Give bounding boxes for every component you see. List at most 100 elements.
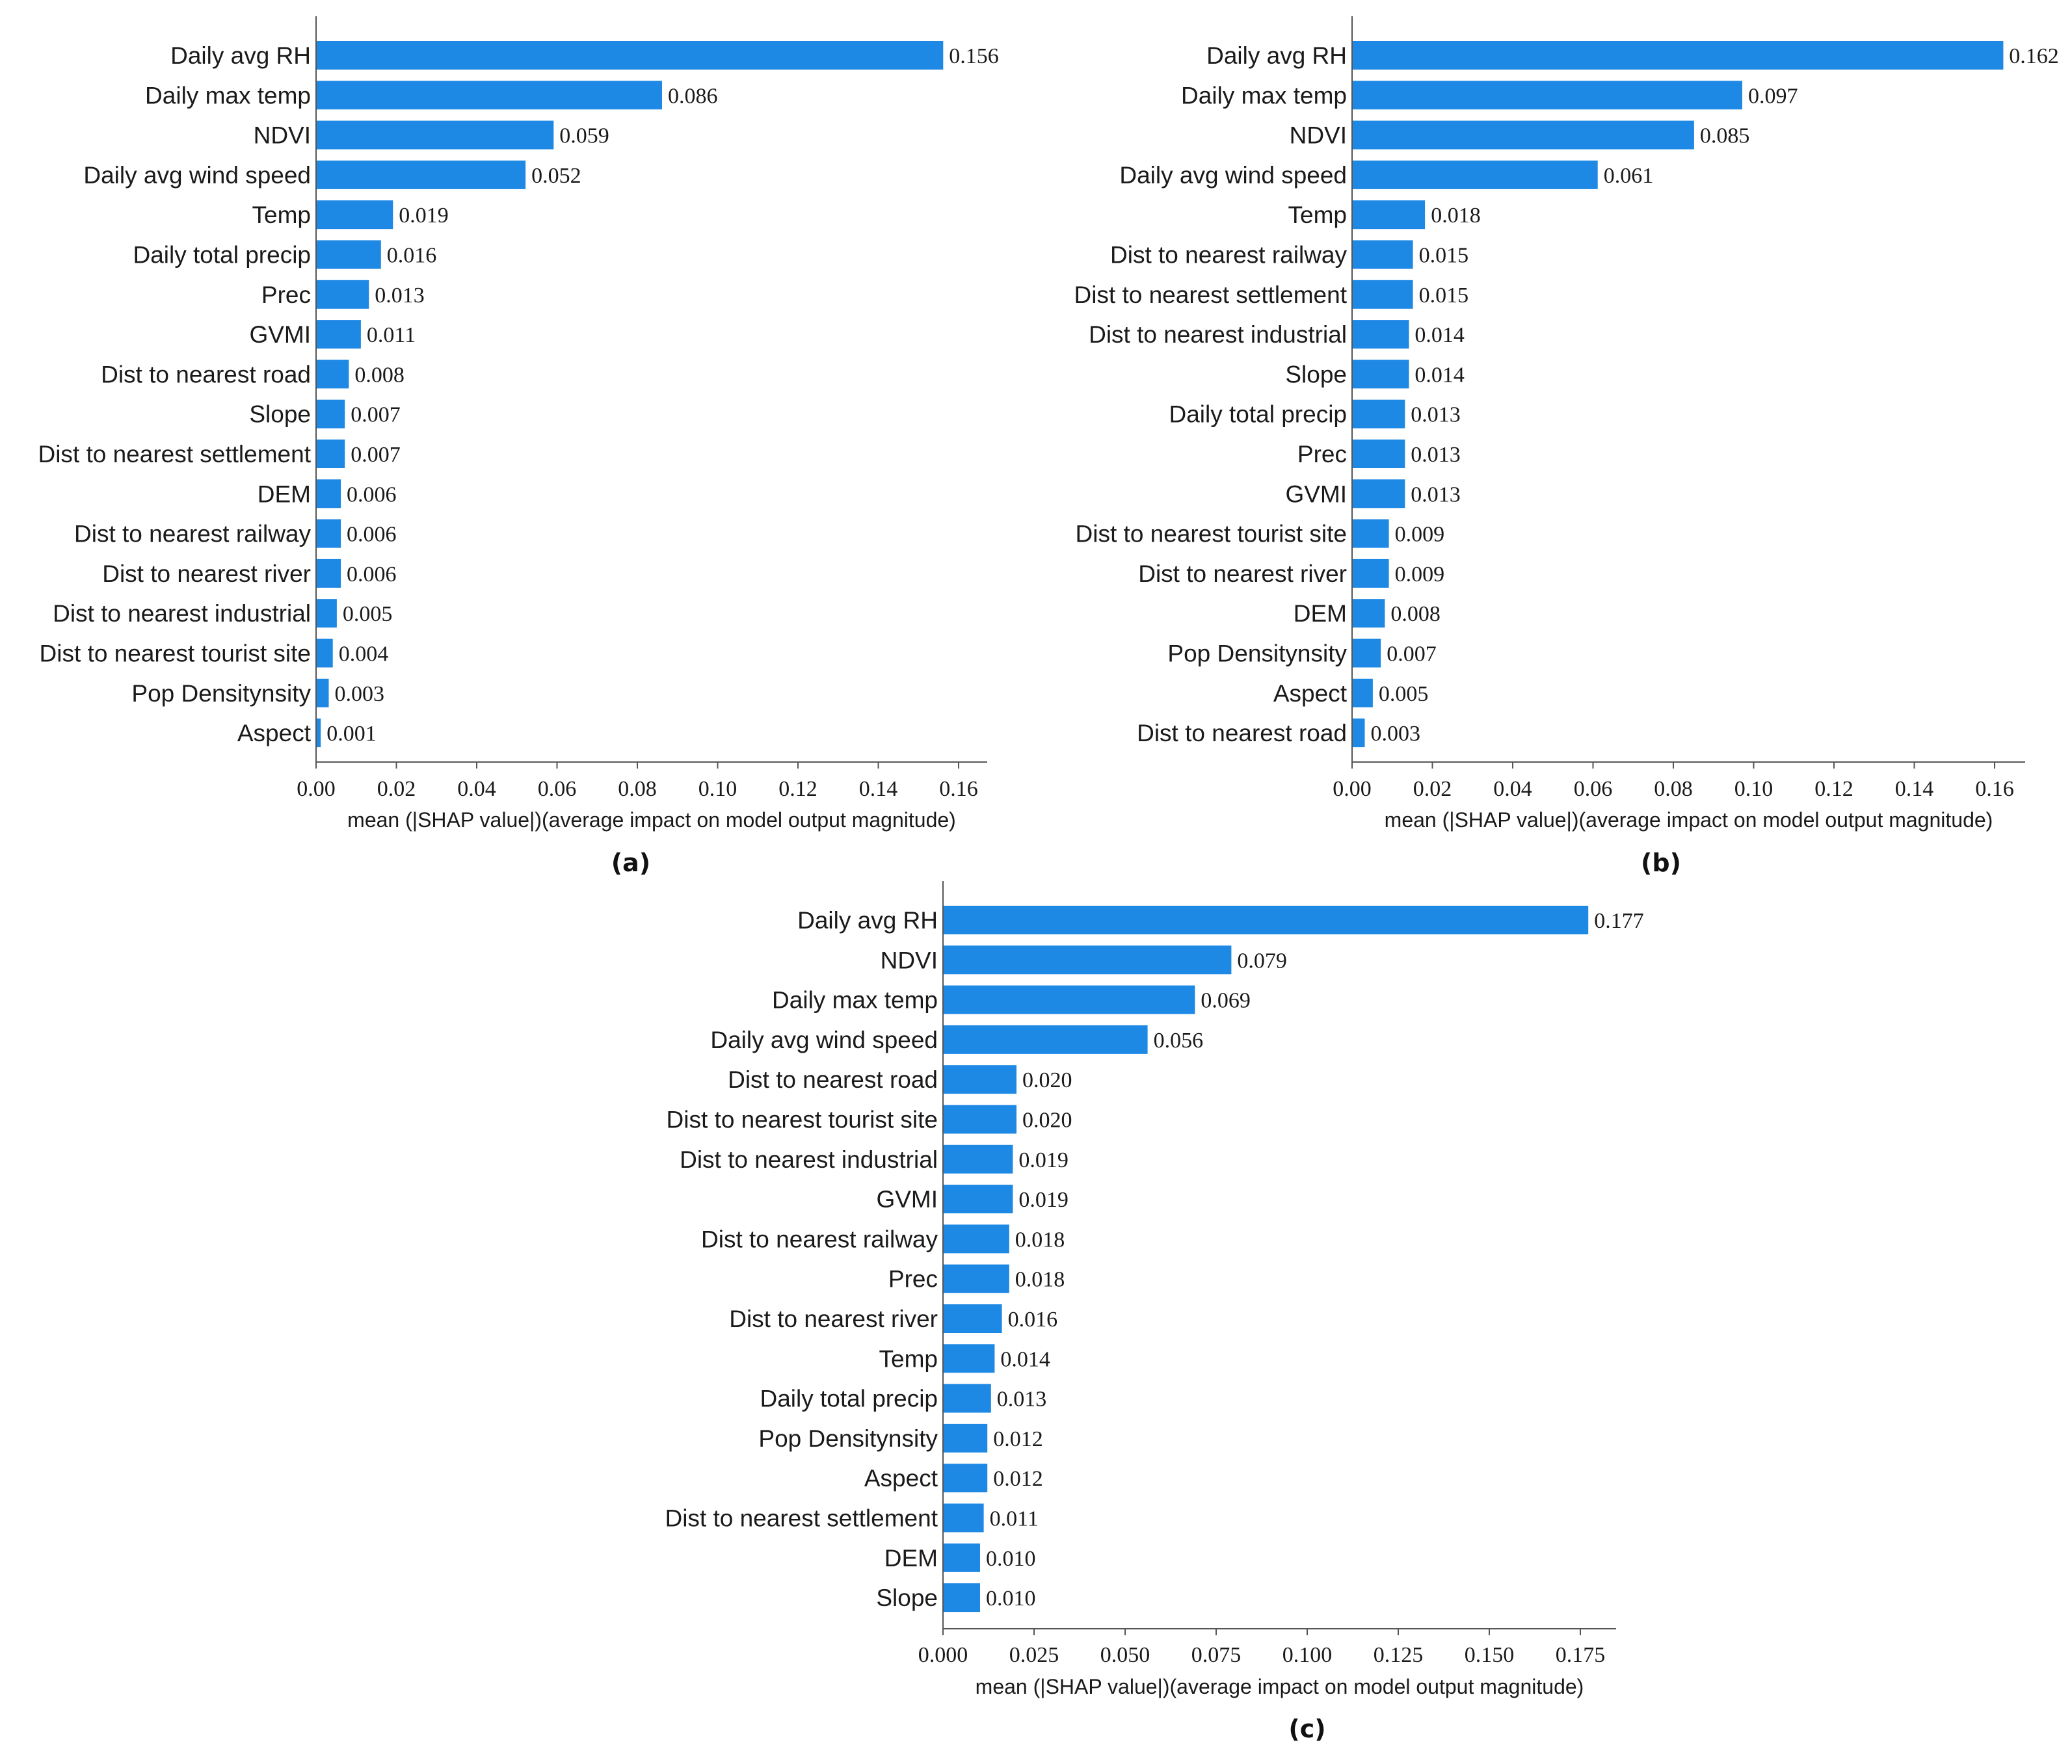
bar-14 bbox=[317, 599, 337, 628]
value-label-9: 0.018 bbox=[1015, 1268, 1065, 1292]
value-label-4: 0.020 bbox=[1022, 1068, 1072, 1092]
bar-9 bbox=[317, 399, 345, 428]
value-label-10: 0.016 bbox=[1008, 1308, 1058, 1332]
bar-10 bbox=[1353, 440, 1405, 468]
bar-3 bbox=[944, 1025, 1148, 1054]
x-tick-label-6: 0.12 bbox=[778, 777, 817, 801]
feature-label-4: Temp bbox=[252, 202, 311, 228]
bar-15 bbox=[1353, 638, 1381, 668]
value-label-15: 0.007 bbox=[1387, 642, 1437, 666]
x-tick-label-1: 0.02 bbox=[377, 777, 416, 801]
x-tick-label-2: 0.04 bbox=[457, 777, 496, 801]
x-tick-label-0: 0.00 bbox=[297, 777, 336, 801]
x-tick-label-1: 0.025 bbox=[1009, 1643, 1059, 1667]
bar-2 bbox=[1353, 120, 1694, 150]
feature-label-5: Daily total precip bbox=[133, 242, 311, 269]
bar-12 bbox=[1353, 519, 1389, 548]
value-label-8: 0.014 bbox=[1415, 363, 1465, 387]
bar-12 bbox=[944, 1384, 991, 1413]
feature-label-14: Dist to nearest industrial bbox=[53, 600, 311, 627]
x-tick-label-2: 0.050 bbox=[1100, 1643, 1150, 1667]
x-tick-label-7: 0.14 bbox=[1895, 777, 1934, 801]
value-label-16: 0.010 bbox=[986, 1547, 1036, 1571]
bar-5 bbox=[944, 1105, 1016, 1134]
value-label-0: 0.156 bbox=[949, 44, 999, 68]
x-tick-label-6: 0.12 bbox=[1814, 777, 1853, 801]
bar-10 bbox=[317, 440, 345, 468]
value-label-7: 0.011 bbox=[367, 323, 416, 347]
bar-4 bbox=[317, 200, 393, 230]
value-label-9: 0.013 bbox=[1411, 403, 1461, 427]
bar-1 bbox=[1353, 81, 1742, 110]
x-tick-label-3: 0.075 bbox=[1191, 1643, 1242, 1667]
feature-label-0: Daily avg RH bbox=[1206, 42, 1347, 69]
value-label-4: 0.018 bbox=[1431, 204, 1481, 228]
bar-13 bbox=[944, 1423, 988, 1453]
feature-label-11: GVMI bbox=[1285, 480, 1347, 507]
value-label-16: 0.005 bbox=[1379, 682, 1429, 706]
feature-label-12: Dist to nearest railway bbox=[74, 521, 311, 547]
feature-label-14: DEM bbox=[1294, 600, 1347, 627]
value-label-12: 0.009 bbox=[1395, 523, 1445, 547]
bar-6 bbox=[944, 1144, 1013, 1174]
bar-14 bbox=[1353, 599, 1385, 628]
value-label-5: 0.015 bbox=[1419, 244, 1469, 268]
bar-0 bbox=[944, 906, 1589, 934]
bar-17 bbox=[317, 718, 321, 748]
feature-label-3: Daily avg wind speed bbox=[710, 1027, 938, 1053]
panel-label: (c) bbox=[1288, 1715, 1325, 1743]
feature-label-0: Daily avg RH bbox=[797, 907, 938, 934]
feature-label-5: Dist to nearest railway bbox=[1110, 242, 1347, 269]
feature-label-15: Dist to nearest settlement bbox=[665, 1505, 938, 1532]
bar-15 bbox=[317, 638, 333, 668]
feature-label-8: Dist to nearest road bbox=[101, 361, 311, 388]
bar-13 bbox=[1353, 559, 1389, 588]
x-tick-label-8: 0.16 bbox=[1975, 777, 2014, 801]
feature-label-1: NDVI bbox=[881, 947, 938, 973]
x-tick-label-7: 0.14 bbox=[859, 777, 898, 801]
feature-label-17: Dist to nearest road bbox=[1137, 720, 1347, 746]
value-label-3: 0.056 bbox=[1154, 1029, 1204, 1053]
value-label-11: 0.014 bbox=[1000, 1347, 1050, 1371]
value-label-10: 0.013 bbox=[1411, 443, 1461, 467]
value-label-3: 0.061 bbox=[1604, 164, 1654, 188]
value-label-1: 0.079 bbox=[1237, 949, 1287, 973]
feature-label-6: Prec bbox=[261, 282, 311, 308]
x-tick-label-3: 0.06 bbox=[538, 777, 577, 801]
bar-11 bbox=[1353, 479, 1405, 508]
bar-16 bbox=[317, 678, 329, 707]
bar-7 bbox=[317, 320, 361, 349]
value-label-8: 0.008 bbox=[354, 363, 405, 387]
feature-label-6: Dist to nearest settlement bbox=[1074, 282, 1347, 308]
feature-label-16: Aspect bbox=[1273, 680, 1348, 707]
x-tick-label-5: 0.125 bbox=[1374, 1643, 1424, 1667]
bar-2 bbox=[317, 120, 554, 150]
panel-a-shap-chart: Daily avg RH 0.156 Daily max temp 0.086 NDVI… bbox=[38, 16, 999, 877]
feature-label-12: Dist to nearest tourist site bbox=[1076, 521, 1347, 547]
bar-3 bbox=[1353, 160, 1598, 189]
bar-1 bbox=[317, 81, 662, 110]
bar-5 bbox=[1353, 240, 1413, 269]
feature-label-10: Dist to nearest settlement bbox=[38, 441, 311, 467]
bar-9 bbox=[1353, 399, 1405, 428]
feature-label-3: Daily avg wind speed bbox=[1119, 162, 1347, 189]
bar-15 bbox=[944, 1503, 984, 1533]
x-axis-title: mean (|SHAP value|)(average impact on mo… bbox=[976, 1675, 1584, 1698]
value-label-10: 0.007 bbox=[351, 443, 401, 467]
value-label-15: 0.011 bbox=[990, 1507, 1039, 1531]
value-label-17: 0.001 bbox=[326, 722, 377, 746]
feature-label-16: Pop Densitynsity bbox=[131, 680, 311, 707]
value-label-2: 0.059 bbox=[559, 124, 609, 148]
bar-6 bbox=[1353, 280, 1413, 309]
value-label-11: 0.013 bbox=[1411, 482, 1461, 507]
value-label-2: 0.069 bbox=[1201, 989, 1251, 1013]
x-tick-label-8: 0.16 bbox=[939, 777, 978, 801]
value-label-6: 0.019 bbox=[1018, 1148, 1069, 1172]
value-label-11: 0.006 bbox=[347, 482, 397, 507]
bar-4 bbox=[1353, 200, 1426, 230]
bar-13 bbox=[317, 559, 341, 588]
feature-label-13: Pop Densitynsity bbox=[758, 1425, 938, 1452]
x-tick-label-4: 0.08 bbox=[618, 777, 657, 801]
feature-label-5: Dist to nearest tourist site bbox=[667, 1107, 938, 1133]
